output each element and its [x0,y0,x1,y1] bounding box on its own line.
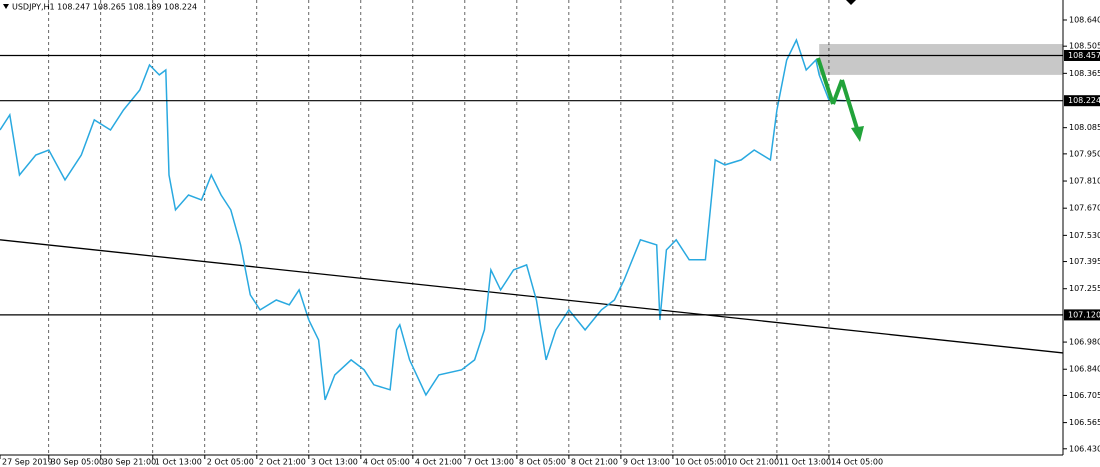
y-tick-label: 107.530 [1069,231,1100,240]
x-tick-label: 4 Oct 21:00 [415,458,462,467]
price-line [0,38,846,401]
y-tick-label: 106.840 [1069,365,1100,374]
x-tick-label: 2 Oct 21:00 [259,458,306,467]
price-zone [819,44,1063,75]
y-tick-label: 107.670 [1069,204,1100,213]
y-tick-label: 107.395 [1069,257,1100,266]
x-tick-label: 8 Oct 05:00 [519,458,566,467]
y-tick-label: 107.810 [1069,177,1100,186]
price-label-bg [1064,49,1100,61]
arrow-head [851,126,864,142]
y-tick-label: 107.950 [1069,149,1100,158]
y-tick-label: 106.980 [1069,338,1100,347]
shift-marker [846,0,856,5]
x-tick-label: 1 Oct 13:00 [155,458,202,467]
price-label: 108.224 [1068,96,1100,105]
y-tick-label: 106.430 [1069,444,1100,453]
annotation-arrows [816,57,864,142]
x-tick-label: 10 Oct 05:00 [675,458,727,467]
x-tick-label: 2 Oct 05:00 [207,458,254,467]
price-label: 107.120 [1068,310,1100,319]
y-tick-label: 108.640 [1069,15,1100,24]
x-tick-label: 27 Sep 2019 [2,458,53,467]
x-tick-label: 30 Sep 05:00 [51,458,104,467]
x-tick-label: 3 Oct 13:00 [311,458,358,467]
y-tick-label: 108.365 [1069,69,1100,78]
x-tick-label: 4 Oct 05:00 [363,458,410,467]
arrow [840,79,861,136]
price-label-bg [1064,95,1100,107]
x-tick-label: 9 Oct 13:00 [623,458,670,467]
trendline [0,239,1064,354]
y-tick-label: 106.565 [1069,418,1100,427]
x-tick-label: 10 Oct 21:00 [727,458,779,467]
arrow [831,79,844,105]
x-tick-label: 14 Oct 05:00 [831,458,883,467]
x-tick-label: 7 Oct 13:00 [467,458,514,467]
y-tick-label: 106.705 [1069,391,1100,400]
x-tick-label: 11 Oct 13:00 [779,458,831,467]
x-tick-label: 8 Oct 21:00 [571,458,618,467]
y-tick-label: 108.505 [1069,42,1100,51]
y-tick-label: 107.255 [1069,284,1100,293]
price-label-bg [1064,309,1100,321]
chart-title: USDJPY,H1 108.247 108.265 108.189 108.22… [12,3,197,12]
price-label: 108.457 [1068,51,1100,60]
y-tick-label: 108.085 [1069,123,1100,132]
x-tick-label: 30 Sep 21:00 [103,458,156,467]
arrow [816,57,835,105]
menu-arrow[interactable] [3,4,9,9]
